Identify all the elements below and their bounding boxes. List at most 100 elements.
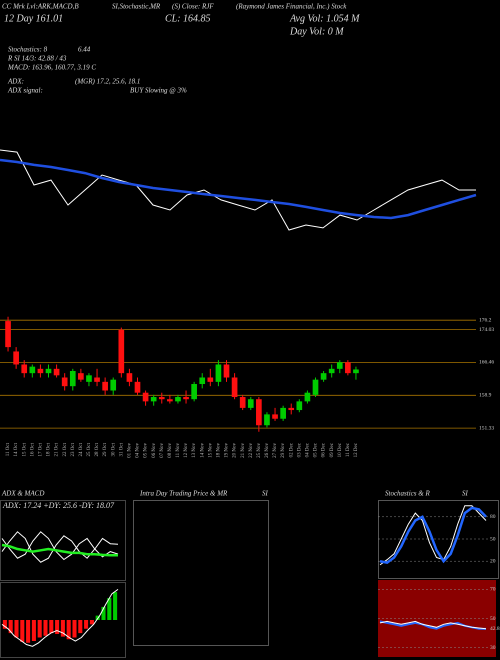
series-line <box>379 505 487 566</box>
x-tick-label: 13 Nov <box>192 443 197 458</box>
candle-body <box>78 373 84 380</box>
candle-body <box>345 362 351 374</box>
panel-title: Intra Day Trading Price & MR <box>139 490 228 498</box>
header-text: R SI 14/3: 42.88 / 43 <box>7 55 67 63</box>
x-tick-label: 04 Nov <box>136 443 141 458</box>
candle-body <box>13 351 19 365</box>
histogram-bar <box>55 620 60 634</box>
histogram-bar <box>31 620 36 641</box>
candle-body <box>94 377 100 382</box>
candle-body <box>183 397 189 400</box>
candle-body <box>280 407 286 419</box>
candle-body <box>142 392 149 402</box>
panel-title: SI <box>262 490 269 498</box>
y-tick-label: 174.03 <box>479 327 494 333</box>
series-line <box>1 531 119 563</box>
candle-body <box>110 379 117 391</box>
y-tick-label: 176.2 <box>479 317 492 323</box>
histogram-bar <box>78 620 83 634</box>
histogram-bar <box>14 620 19 638</box>
candle-body <box>264 414 270 426</box>
candle-body <box>134 381 141 393</box>
candle-body <box>102 381 108 391</box>
candle-body <box>296 401 303 411</box>
header-text: ADX: <box>7 78 24 86</box>
candle-body <box>150 397 157 402</box>
y-tick-label: 166.46 <box>479 360 494 366</box>
candle-body <box>336 362 343 369</box>
candle-body <box>304 392 311 402</box>
header-text: Stochastics: 8 <box>8 46 48 54</box>
candle-body <box>191 384 197 400</box>
histogram-bar <box>84 620 89 629</box>
histogram-bar <box>49 620 54 634</box>
y-tick-label: 30 <box>490 645 496 651</box>
header-text: Day Vol: 0 M <box>289 26 344 37</box>
histogram-bar <box>72 620 77 638</box>
header-text: (Raymond James Financial, Inc.) Stock <box>236 3 347 11</box>
header-text: CL: 164.85 <box>165 13 211 24</box>
candle-body <box>223 364 230 378</box>
x-tick-label: 17 Oct <box>39 442 44 456</box>
candle-body <box>272 414 278 419</box>
x-tick-label: 06 Dec <box>322 442 327 457</box>
x-tick-label: 22 Oct <box>63 442 68 456</box>
y-tick-label: 50 <box>490 616 496 622</box>
x-tick-label: 03 Dec <box>297 442 302 457</box>
x-tick-label: 19 Nov <box>225 443 230 458</box>
panel-title: Stochastics & R <box>385 490 430 498</box>
header-text: SI,Stochastic,MR <box>112 3 161 11</box>
x-tick-label: 27 Nov <box>273 443 278 458</box>
adx-readout: ADX: 17.24 +DY: 25.6 -DY: 18.07 <box>2 501 115 510</box>
x-tick-label: 10 Dec <box>338 442 343 457</box>
candle-body <box>86 375 92 382</box>
header-text: (MGR) 17.2, 25.6, 18.1 <box>75 78 140 86</box>
candle-body <box>239 397 246 408</box>
candle-body <box>21 364 28 374</box>
x-tick-label: 12 Nov <box>184 443 189 458</box>
histogram-bar <box>113 592 118 620</box>
header-text: (S) Close: RJF <box>172 3 214 11</box>
candle-body <box>215 364 222 382</box>
x-tick-label: 25 Oct <box>87 442 92 456</box>
histogram-bar <box>26 620 31 643</box>
histogram-bar <box>43 620 48 636</box>
y-tick-label: 151.33 <box>479 425 494 431</box>
histogram-bar <box>20 620 25 642</box>
series-line <box>379 620 487 630</box>
x-tick-label: 15 Nov <box>208 443 213 458</box>
series-line <box>0 149 476 231</box>
x-tick-label: 04 Dec <box>306 442 311 457</box>
x-tick-label: 14 Oct <box>14 442 19 456</box>
candle-body <box>118 329 125 374</box>
histogram-bar <box>60 620 65 637</box>
x-tick-label: 11 Oct <box>6 442 11 456</box>
candle-body <box>247 399 254 408</box>
series-line <box>1 588 119 647</box>
x-tick-label: 29 Oct <box>103 442 108 456</box>
x-tick-label: 08 Nov <box>168 443 173 458</box>
histogram-bar <box>66 620 71 640</box>
header-text: BUY Slowing @ 3% <box>130 87 187 95</box>
candle-body <box>45 368 52 374</box>
panel-frame <box>378 500 499 579</box>
histogram-bar <box>101 606 106 620</box>
histogram-bar <box>8 620 13 634</box>
y-tick-label: 80 <box>490 514 496 520</box>
x-tick-label: 31 Oct <box>119 442 124 456</box>
candle-body <box>37 368 44 374</box>
series-line <box>0 158 477 220</box>
histogram-bar <box>2 620 7 629</box>
series-line <box>1 531 119 561</box>
x-tick-label: 05 Nov <box>144 443 149 458</box>
candle-body <box>158 397 165 400</box>
x-tick-label: 21 Nov <box>241 443 246 458</box>
panel-background <box>378 580 496 657</box>
x-tick-label: 06 Nov <box>152 443 157 458</box>
x-tick-label: 11 Dec <box>346 442 351 457</box>
value-label: 42.88 <box>490 626 500 632</box>
x-tick-label: 21 Oct <box>55 442 60 456</box>
histogram-bar <box>107 598 112 620</box>
candle-body <box>353 369 359 374</box>
header-text: 6.44 <box>78 46 91 54</box>
